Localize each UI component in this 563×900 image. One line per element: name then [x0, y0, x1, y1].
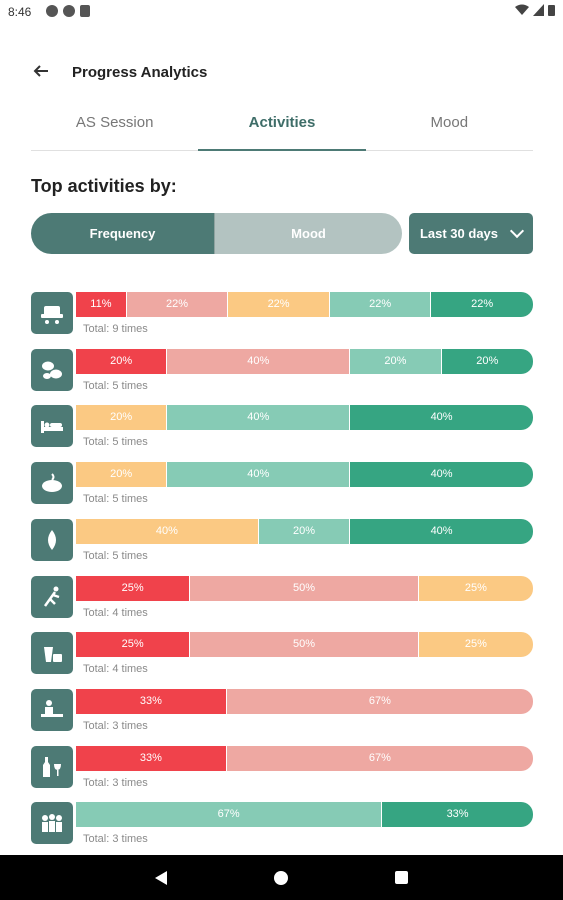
activity-total: Total: 4 times	[83, 663, 148, 676]
alcohol-icon	[31, 745, 73, 788]
bar-segment-good: 67%	[76, 802, 383, 828]
bar-segment-neutral: 22%	[228, 292, 330, 317]
exercise-icon	[31, 575, 73, 618]
notification-icons	[46, 5, 90, 17]
period-label: Last 30 days	[419, 226, 499, 241]
status-bar: 8:46	[0, 0, 563, 24]
bar-segment-very-bad: 20%	[76, 348, 168, 374]
back-button[interactable]	[24, 54, 58, 88]
notification-icon	[63, 5, 75, 17]
mood-distribution-bar: 67% 33%	[76, 802, 533, 828]
activity-row[interactable]: 20% 40% 40% Total: 5 times	[31, 405, 533, 453]
mood-toggle-button[interactable]: Mood	[214, 213, 402, 254]
friends-icon	[31, 802, 73, 845]
period-dropdown[interactable]: Last 30 days	[409, 213, 533, 254]
bar-segment-neutral: 20%	[76, 405, 168, 431]
activity-total: Total: 9 times	[83, 323, 148, 335]
system-icons	[515, 4, 555, 16]
sort-toggle: Frequency Mood	[31, 213, 402, 254]
bar-segment-bad: 22%	[126, 292, 229, 317]
wifi-icon	[515, 4, 529, 15]
bar-segment-good: 40%	[167, 405, 351, 431]
nav-home-button[interactable]	[274, 871, 288, 885]
activity-total: Total: 3 times	[83, 833, 148, 846]
activity-total: Total: 5 times	[83, 549, 148, 562]
food-icon	[31, 462, 73, 505]
bar-segment-bad: 50%	[190, 632, 419, 658]
bar-segment-bad: 50%	[190, 575, 419, 601]
activity-total: Total: 5 times	[83, 493, 148, 506]
mood-distribution-bar: 11% 22% 22% 22% 22%	[76, 292, 533, 317]
bar-segment-very-good: 40%	[350, 518, 533, 544]
page-title: Progress Analytics	[72, 64, 208, 81]
app-bar: Progress Analytics	[0, 46, 563, 98]
water-drop-icon	[31, 518, 73, 561]
drink-snack-icon	[31, 632, 73, 675]
frequency-toggle-button[interactable]: Frequency	[31, 213, 214, 254]
activity-row[interactable]: 25% 50% 25% Total: 4 times	[31, 632, 533, 680]
sd-card-icon	[80, 5, 90, 17]
tab-mood[interactable]: Mood	[430, 114, 469, 131]
bar-segment-very-good: 20%	[441, 348, 533, 374]
activity-total: Total: 5 times	[83, 436, 148, 449]
activity-row[interactable]: 67% 33% Total: 3 times	[31, 802, 533, 850]
mood-distribution-bar: 33% 67%	[76, 745, 533, 771]
arrow-left-icon	[33, 65, 48, 77]
mood-distribution-bar: 20% 40% 40%	[76, 462, 533, 488]
activity-row[interactable]: 33% 67% Total: 3 times	[31, 745, 533, 794]
bar-segment-very-bad: 33%	[76, 688, 227, 714]
bar-segment-very-bad: 25%	[76, 632, 191, 658]
bar-segment-neutral: 25%	[418, 575, 533, 601]
activity-row[interactable]: 25% 50% 25% Total: 4 times	[31, 575, 533, 624]
bar-segment-good: 20%	[258, 518, 351, 544]
nav-recents-button[interactable]	[395, 871, 408, 884]
bar-segment-very-bad: 25%	[76, 575, 191, 601]
tab-bar: AS Session Activities Mood	[31, 100, 533, 151]
activity-total: Total: 5 times	[83, 379, 148, 392]
section-title: Top activities by:	[31, 176, 177, 196]
mood-distribution-bar: 33% 67%	[76, 688, 533, 714]
workplace-icon	[31, 292, 73, 334]
activity-row[interactable]: 33% 67% Total: 3 times	[31, 688, 533, 737]
tab-as-session[interactable]: AS Session	[75, 114, 154, 131]
mood-distribution-bar: 25% 50% 25%	[76, 632, 533, 658]
bar-segment-bad: 67%	[226, 745, 533, 771]
bar-segment-good: 22%	[329, 292, 432, 317]
activity-row[interactable]: 20% 40% 20% 20% Total: 5 times	[31, 348, 533, 397]
bar-segment-good: 40%	[167, 462, 351, 488]
coffee-beans-icon	[31, 348, 73, 391]
activity-row[interactable]: 40% 20% 40% Total: 5 times	[31, 518, 533, 567]
mood-distribution-bar: 40% 20% 40%	[76, 518, 533, 544]
bar-segment-neutral: 40%	[76, 518, 259, 544]
mood-distribution-bar: 25% 50% 25%	[76, 575, 533, 601]
bed-icon	[31, 405, 73, 448]
chevron-down-icon	[509, 223, 525, 239]
tab-activities[interactable]: Activities	[198, 100, 366, 151]
bar-segment-very-good: 22%	[431, 292, 533, 317]
status-time: 8:46	[8, 5, 32, 19]
bar-segment-very-good: 40%	[350, 405, 533, 431]
notification-icon	[46, 5, 58, 17]
bar-segment-very-bad: 33%	[76, 745, 227, 771]
bar-segment-neutral: 25%	[418, 632, 533, 658]
meal-icon	[31, 688, 73, 731]
mood-distribution-bar: 20% 40% 40%	[76, 405, 533, 431]
bar-segment-very-bad: 11%	[76, 292, 127, 317]
bar-segment-good: 20%	[350, 348, 442, 374]
system-nav-bar	[0, 855, 563, 900]
mood-distribution-bar: 20% 40% 20% 20%	[76, 348, 533, 374]
bar-segment-bad: 40%	[167, 348, 351, 374]
signal-icon	[533, 4, 544, 16]
activity-row[interactable]: 11% 22% 22% 22% 22% Total: 9 times	[31, 292, 533, 340]
activity-total: Total: 3 times	[83, 719, 148, 732]
activity-total: Total: 4 times	[83, 606, 148, 619]
bar-segment-very-good: 33%	[382, 802, 533, 828]
activity-total: Total: 3 times	[83, 776, 148, 789]
bar-segment-very-good: 40%	[350, 462, 533, 488]
battery-icon	[548, 5, 555, 16]
activity-row[interactable]: 20% 40% 40% Total: 5 times	[31, 462, 533, 510]
bar-segment-neutral: 20%	[76, 462, 168, 488]
bar-segment-bad: 67%	[226, 688, 533, 714]
nav-back-button[interactable]	[155, 871, 167, 885]
